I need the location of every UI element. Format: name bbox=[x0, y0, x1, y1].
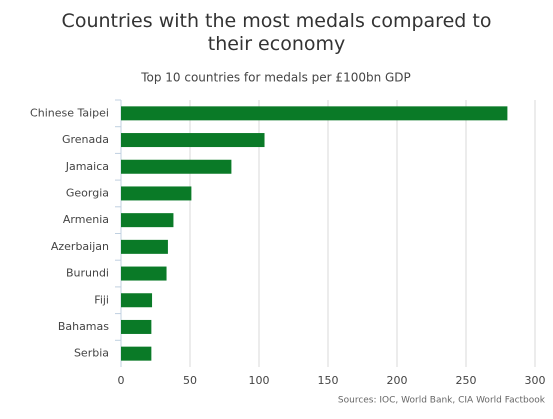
x-tick-label: 150 bbox=[318, 374, 339, 387]
y-tick-label: Chinese Taipei bbox=[30, 106, 109, 119]
bar bbox=[121, 213, 174, 228]
chart-subtitle: Top 10 countries for medals per £100bn G… bbox=[140, 71, 411, 85]
x-tick-label: 100 bbox=[249, 374, 270, 387]
bar bbox=[121, 293, 153, 308]
y-tick-label: Bahamas bbox=[58, 320, 109, 333]
y-tick-label: Georgia bbox=[66, 186, 109, 199]
x-tick-label: 50 bbox=[183, 374, 197, 387]
bar bbox=[121, 319, 152, 334]
x-tick-label: 300 bbox=[525, 374, 546, 387]
bar bbox=[121, 159, 232, 174]
y-tick-label: Serbia bbox=[74, 347, 109, 360]
y-tick-label: Burundi bbox=[66, 267, 109, 280]
y-tick-label: Fiji bbox=[94, 293, 109, 306]
y-tick-label: Grenada bbox=[62, 133, 109, 146]
y-tick-label: Azerbaijan bbox=[51, 240, 109, 253]
bar bbox=[121, 266, 167, 281]
source-note: Sources: IOC, World Bank, CIA World Fact… bbox=[338, 396, 546, 406]
y-tick-label: Armenia bbox=[63, 213, 109, 226]
x-tick-label: 250 bbox=[456, 374, 477, 387]
x-tick-label: 0 bbox=[118, 374, 125, 387]
bar bbox=[121, 106, 508, 121]
bar bbox=[121, 346, 152, 361]
bar bbox=[121, 186, 192, 201]
y-tick-label: Jamaica bbox=[65, 160, 109, 173]
x-tick-label: 200 bbox=[387, 374, 408, 387]
bar bbox=[121, 133, 265, 148]
bar bbox=[121, 239, 168, 254]
chart-title: Countries with the most medals compared … bbox=[61, 10, 492, 55]
